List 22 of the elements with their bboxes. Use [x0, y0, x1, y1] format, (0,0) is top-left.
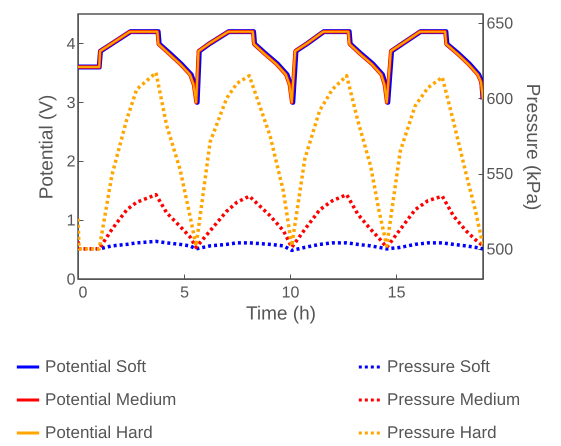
legend-label: Potential Medium — [45, 390, 176, 409]
y-tick-label: 2 — [66, 154, 76, 171]
x-tick-label: 15 — [388, 284, 406, 302]
x-axis-title: Time (h) — [246, 304, 316, 324]
y-tick-label: 1 — [66, 212, 76, 230]
y-tick-label: 0 — [66, 272, 76, 288]
y2-tick-label: 600 — [486, 90, 514, 108]
y2-axis-title: Pressure (kPa) — [522, 84, 544, 210]
legend-label: Potential Hard — [45, 423, 153, 442]
y2-tick-label: 650 — [486, 16, 514, 33]
y-tick-label: 4 — [66, 36, 76, 53]
legend-label: Potential Soft — [45, 357, 146, 376]
legend-label: Pressure Medium — [387, 390, 520, 409]
y2-tick-label: 500 — [486, 241, 514, 258]
y2-tick-label: 550 — [486, 166, 514, 184]
x-tick-label: 0 — [78, 284, 88, 302]
y-tick-label: 3 — [66, 94, 76, 112]
x-tick-label: 10 — [282, 284, 300, 302]
y-axis-title: Potential (V) — [36, 94, 58, 200]
legend-label: Pressure Hard — [387, 423, 497, 442]
x-tick-label: 5 — [180, 284, 190, 302]
legend-label: Pressure Soft — [387, 357, 490, 376]
